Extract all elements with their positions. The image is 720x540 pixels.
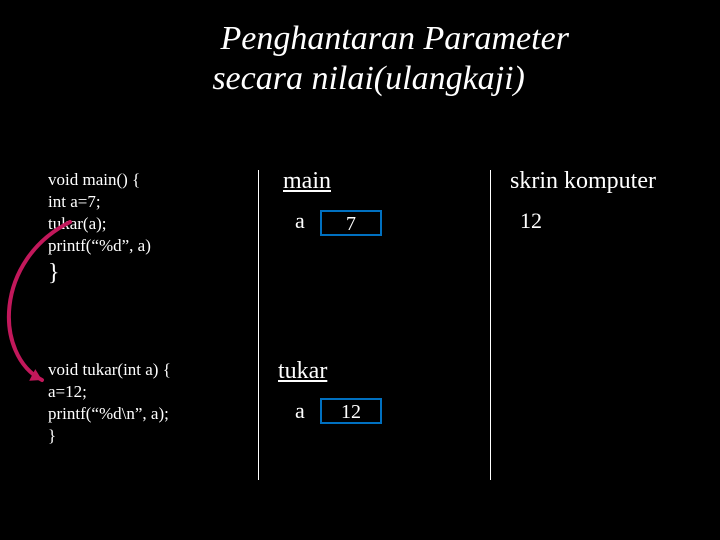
call-arrow xyxy=(0,0,720,540)
